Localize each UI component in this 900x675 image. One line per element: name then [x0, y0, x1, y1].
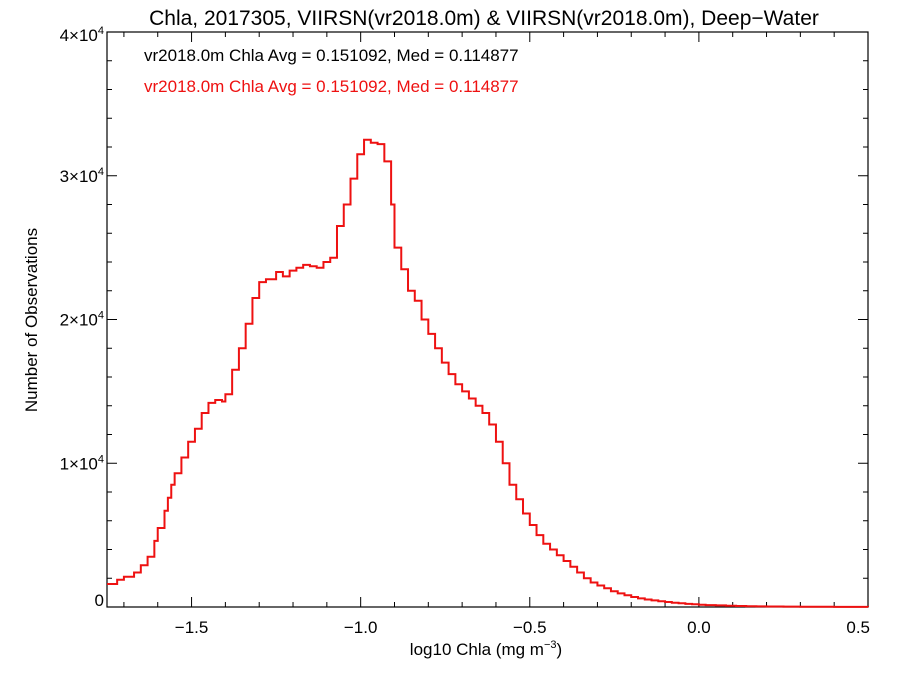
y-axis-label: Number of Observations	[22, 228, 41, 412]
x-tick-label-2: −0.5	[513, 618, 547, 637]
y-tick-label-2: 2×104	[60, 310, 104, 330]
y-axis: 0 1×104 2×104 3×104 4×104	[60, 25, 868, 610]
series-layer	[107, 138, 869, 608]
x-tick-label-4: 0.5	[846, 618, 870, 637]
chart-title: Chla, 2017305, VIIRSN(vr2018.0m) & VIIRS…	[149, 7, 819, 30]
x-axis-label: log10 Chla (mg m−3)	[410, 639, 562, 659]
x-tick-label-1: −1.0	[344, 618, 378, 637]
plot-border	[106, 31, 869, 608]
y-tick-label-3: 3×104	[60, 166, 104, 186]
annotation-black: vr2018.0m Chla Avg = 0.151092, Med = 0.1…	[144, 46, 519, 65]
histogram-series-0	[107, 138, 869, 608]
y-tick-label-0: 0	[95, 591, 104, 610]
y-tick-label-4: 4×104	[60, 25, 104, 45]
annotation-red: vr2018.0m Chla Avg = 0.151092, Med = 0.1…	[144, 77, 519, 96]
x-axis: −1.5 −1.0 −0.5 0.0 0.5	[123, 32, 870, 637]
x-tick-label-0: −1.5	[175, 618, 209, 637]
x-tick-label-3: 0.0	[687, 618, 711, 637]
y-tick-label-1: 1×104	[60, 453, 104, 473]
plot-frame	[106, 31, 869, 608]
